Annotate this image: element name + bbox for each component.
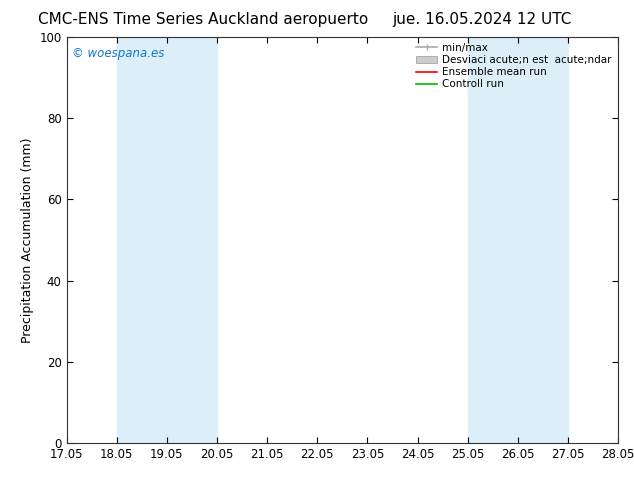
Y-axis label: Precipitation Accumulation (mm): Precipitation Accumulation (mm) — [21, 137, 34, 343]
Bar — [468, 37, 568, 443]
Bar — [117, 37, 217, 443]
Text: © woespana.es: © woespana.es — [72, 47, 164, 60]
Bar — [618, 37, 634, 443]
Text: CMC-ENS Time Series Auckland aeropuerto: CMC-ENS Time Series Auckland aeropuerto — [38, 12, 368, 27]
Text: jue. 16.05.2024 12 UTC: jue. 16.05.2024 12 UTC — [392, 12, 571, 27]
Legend: min/max, Desviaci acute;n est  acute;ndar, Ensemble mean run, Controll run: min/max, Desviaci acute;n est acute;ndar… — [412, 39, 616, 94]
